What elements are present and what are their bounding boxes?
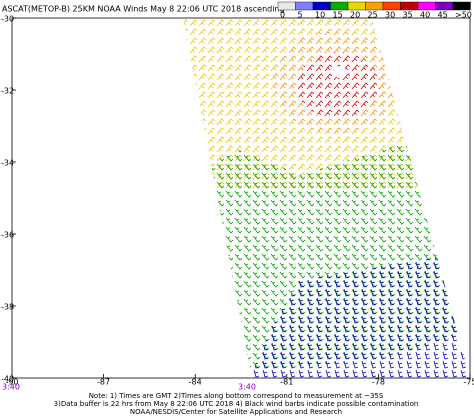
barbs-weak <box>250 250 470 378</box>
colorbar-swatch <box>347 1 366 11</box>
colorbar-swatch <box>312 1 331 11</box>
lat-label: -40 <box>1 375 14 384</box>
note-line: NOAA/NESDIS/Center for Satellite Applica… <box>130 408 342 416</box>
note-line: Note: 1) Times are GMT 2)Times along bot… <box>89 392 384 400</box>
colorbar-label: 25 <box>368 11 378 20</box>
lat-label: -36 <box>1 231 14 240</box>
colorbar-label: 40 <box>420 11 430 20</box>
lon-label: -87 <box>97 378 110 387</box>
colorbar-swatch <box>382 1 401 11</box>
colorbar-label: 15 <box>333 11 343 20</box>
colorbar-label: 5 <box>298 11 303 20</box>
colorbar: 0 5 10 15 20 25 30 35 40 45 >50 knots <box>277 1 474 20</box>
wind-barbs <box>183 18 470 378</box>
colorbar-swatch <box>277 1 296 11</box>
lon-label: -84 <box>189 378 202 387</box>
colorbar-swatch <box>400 1 419 11</box>
lon-label: -81 <box>280 378 293 387</box>
colorbar-label: 35 <box>403 11 413 20</box>
colorbar-swatch <box>330 1 349 11</box>
colorbar-swatch <box>435 1 454 11</box>
lat-label: -30 <box>1 15 14 24</box>
barbs-gale <box>296 52 380 118</box>
colorbar-swatch <box>295 1 314 11</box>
colorbar-swatch <box>452 1 471 11</box>
time-label: 3:40 <box>2 383 20 392</box>
colorbar-label: 10 <box>315 11 325 20</box>
colorbar-label: 0 <box>280 11 285 20</box>
colorbar-swatch <box>417 1 436 11</box>
lon-label: -75 <box>463 378 474 387</box>
axes: -30 -32 -34 -36 -38 -40-90 -87 -84 -81 -78 -75 <box>1 15 474 387</box>
colorbar-label: 30 <box>385 11 395 20</box>
lon-label: -78 <box>372 378 385 387</box>
storm-center <box>334 66 346 78</box>
colorbar-label: >50 knots <box>455 11 474 20</box>
title: ASCAT(METOP-B) 25KM NOAA Winds May 8 22:… <box>2 5 285 14</box>
time-label: 3:40 <box>238 383 256 392</box>
colorbar-swatch <box>365 1 384 11</box>
lat-label: -32 <box>1 87 14 96</box>
lat-label: -34 <box>1 159 14 168</box>
colorbar-label: 45 <box>438 11 448 20</box>
note-line: 3)Data buffer is 22 hrs from May 8 22:06… <box>54 400 419 408</box>
lon-label: -90 <box>5 378 18 387</box>
colorbar-label: 20 <box>350 11 360 20</box>
lat-label: -38 <box>1 303 14 312</box>
